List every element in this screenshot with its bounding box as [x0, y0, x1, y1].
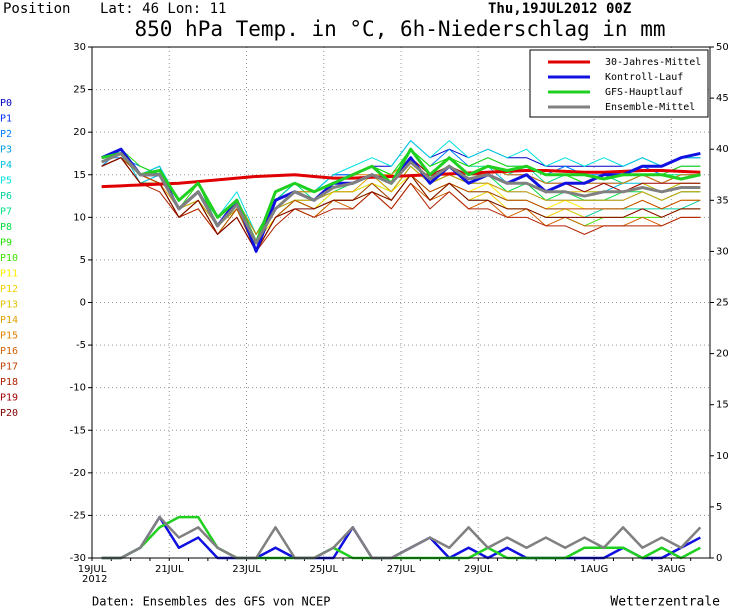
legend-label: GFS-Hauptlauf — [605, 87, 683, 98]
brand: Wetterzentrale — [610, 595, 720, 609]
y-tick-label: -25 — [70, 510, 86, 521]
x-tick-label: 19JUL — [78, 564, 107, 575]
y2-tick-label: 50 — [716, 42, 729, 53]
member-label: P18 — [0, 377, 18, 388]
y2-tick-label: 20 — [716, 349, 729, 360]
location: Lat: 46 Lon: 11 — [100, 1, 226, 17]
member-label: P6 — [0, 191, 12, 202]
y2-tick-label: 5 — [716, 502, 722, 513]
series-line — [101, 147, 701, 245]
series-line — [101, 151, 701, 245]
x-tick-label: 21JUL — [155, 564, 184, 575]
x-tick-label: 23JUL — [232, 564, 261, 575]
y-tick-label: 5 — [80, 255, 86, 266]
legend-label: Ensemble-Mittel — [605, 102, 695, 113]
member-label: P14 — [0, 315, 18, 326]
y-tick-label: 20 — [73, 127, 86, 138]
y-tick-label: -15 — [70, 425, 86, 436]
y-tick-label: -20 — [70, 468, 86, 479]
member-label: P9 — [0, 238, 12, 249]
x-tick-label: 29JUL — [464, 564, 493, 575]
y-tick-label: 25 — [73, 85, 86, 96]
member-label: P2 — [0, 129, 12, 140]
member-label: P7 — [0, 207, 12, 218]
member-label: P15 — [0, 331, 18, 342]
legend-label: 30-Jahres-Mittel — [605, 57, 701, 68]
y-tick-label: -30 — [70, 553, 86, 564]
member-label: P20 — [0, 408, 18, 419]
y2-tick-label: 25 — [716, 298, 729, 309]
position-label: Position — [3, 1, 70, 17]
y-tick-label: 15 — [73, 170, 86, 181]
x-tick-label: 27JUL — [387, 564, 416, 575]
y2-tick-label: 15 — [716, 400, 729, 411]
x-tick-label: 1AUG — [580, 564, 608, 575]
y2-tick-label: 45 — [716, 93, 729, 104]
member-label: P16 — [0, 346, 18, 357]
y-tick-label: -10 — [70, 383, 86, 394]
x-tick-label: 25JUL — [309, 564, 338, 575]
y2-tick-label: 30 — [716, 246, 729, 257]
member-line — [101, 157, 701, 252]
series-line — [101, 168, 701, 189]
member-label: P10 — [0, 253, 18, 264]
member-label: P13 — [0, 300, 18, 311]
member-label: P3 — [0, 145, 12, 156]
run-date: Thu,19JUL2012 00Z — [488, 1, 631, 17]
y2-tick-label: 0 — [716, 553, 722, 564]
member-label: P19 — [0, 393, 18, 404]
precip-line — [101, 515, 702, 560]
y-tick-label: 30 — [73, 42, 86, 53]
member-label: P1 — [0, 114, 12, 125]
y-tick-label: -5 — [76, 340, 86, 351]
year-label: 2012 — [82, 574, 107, 585]
member-label: P17 — [0, 362, 18, 373]
y2-tick-label: 35 — [716, 195, 729, 206]
source: Daten: Ensembles des GFS von NCEP — [92, 595, 330, 609]
chart-title: 850 hPa Temp. in °C, 6h-Niederschlag in … — [134, 17, 665, 41]
member-label: P5 — [0, 176, 12, 187]
member-line — [101, 157, 701, 252]
plot-frame — [91, 46, 711, 559]
member-label: P12 — [0, 284, 18, 295]
member-label: P0 — [0, 98, 12, 109]
x-tick-label: 3AUG — [657, 564, 685, 575]
member-line — [101, 157, 701, 244]
member-label: P11 — [0, 269, 18, 280]
y-tick-label: 10 — [73, 212, 86, 223]
y2-tick-label: 10 — [716, 451, 729, 462]
y-tick-label: 0 — [80, 298, 86, 309]
legend-label: Kontroll-Lauf — [605, 72, 683, 83]
member-label: P4 — [0, 160, 12, 171]
member-label: P8 — [0, 222, 12, 233]
y2-tick-label: 40 — [716, 144, 729, 155]
